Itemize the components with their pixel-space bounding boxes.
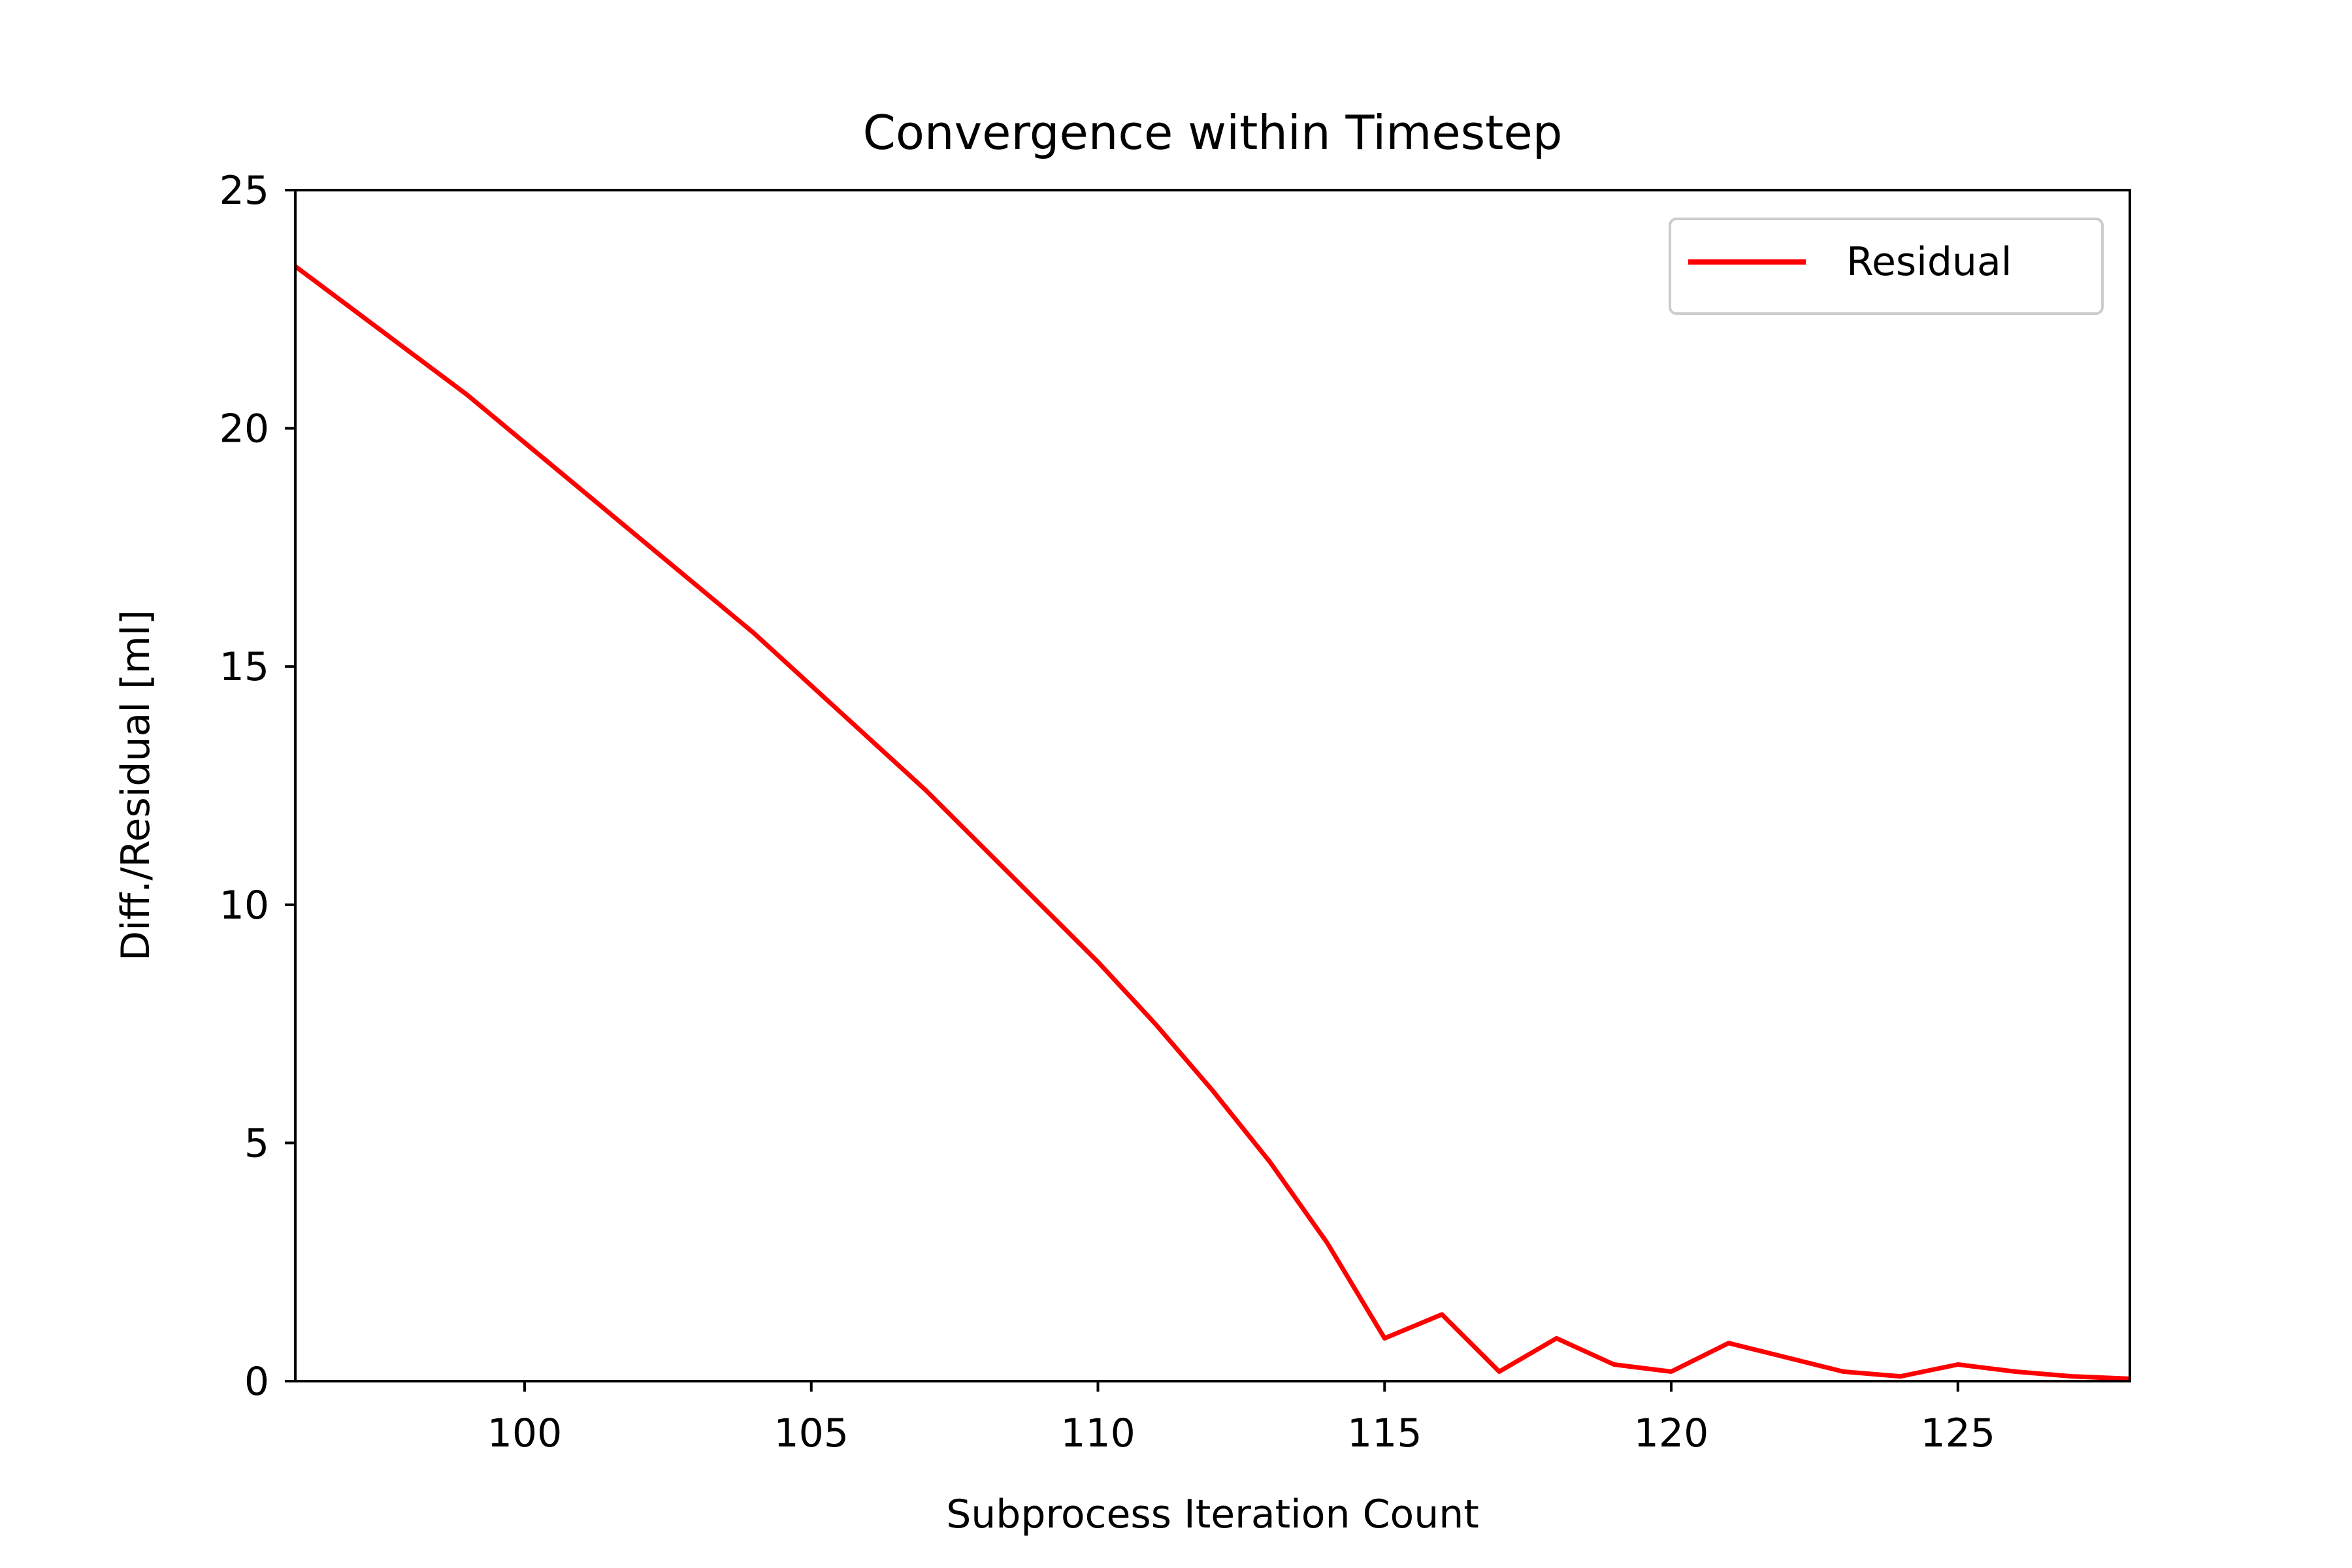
chart-title: Convergence within Timestep — [863, 105, 1563, 160]
y-tick-label: 15 — [220, 644, 269, 690]
axes-frame — [294, 189, 2131, 1382]
x-tick-label: 105 — [774, 1411, 849, 1456]
y-tick-label: 5 — [244, 1120, 269, 1166]
y-tick-label: 10 — [220, 883, 269, 928]
y-axis-label: Diff./Residual [ml] — [113, 610, 159, 961]
y-tick-label: 20 — [220, 406, 269, 452]
y-tick-label: 0 — [244, 1359, 269, 1405]
x-tick-label: 110 — [1060, 1411, 1135, 1456]
x-tick-label: 120 — [1634, 1411, 1709, 1456]
x-tick-label: 125 — [1920, 1411, 1995, 1456]
x-tick-label: 115 — [1347, 1411, 1422, 1456]
legend-label-residual: Residual — [1846, 239, 2012, 285]
plot-area: 100 105 110 115 120 125 0 5 10 15 20 25 — [220, 168, 2131, 1456]
x-axis-ticks: 100 105 110 115 120 125 — [487, 1381, 1995, 1456]
x-tick-label: 100 — [487, 1411, 563, 1456]
y-axis-ticks: 0 5 10 15 20 25 — [220, 168, 295, 1405]
series-layer — [293, 264, 2131, 1381]
legend-box — [1669, 218, 2104, 315]
y-tick-label: 25 — [220, 168, 269, 214]
x-axis-label: Subprocess Iteration Count — [946, 1492, 1479, 1537]
series-line-residual — [293, 264, 2131, 1381]
legend: Residual — [1669, 218, 2104, 315]
